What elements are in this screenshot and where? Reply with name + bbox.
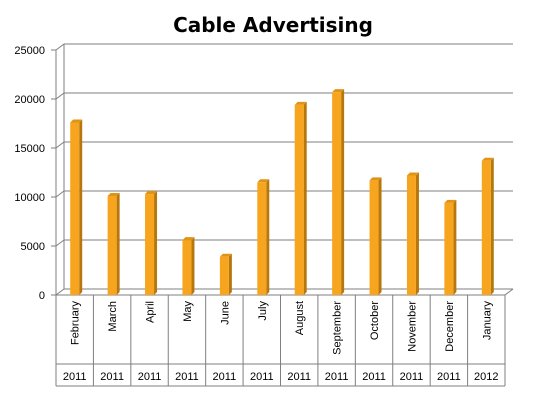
x-tick-label: June: [219, 301, 231, 325]
x-tick-label: March: [107, 301, 119, 332]
floor-right-edge: [504, 288, 514, 296]
bar: [219, 253, 232, 295]
bar-front: [107, 196, 117, 295]
bar-front: [406, 175, 416, 295]
year-label: 2011: [362, 371, 386, 383]
gridline-depth: [55, 92, 65, 100]
bar-top: [369, 177, 382, 181]
bar-side: [116, 193, 120, 295]
bar: [369, 177, 382, 295]
bar-front: [219, 256, 229, 295]
bar: [70, 119, 83, 296]
bar-top: [444, 199, 457, 203]
year-label: 2011: [400, 371, 424, 383]
gridline-depth: [55, 141, 65, 149]
year-label: 2011: [175, 371, 199, 383]
bar-front: [481, 160, 491, 295]
bar-top: [70, 119, 83, 123]
bar: [257, 179, 270, 295]
bar: [294, 101, 307, 295]
bar: [406, 172, 419, 295]
x-tick-label: October: [369, 301, 381, 340]
bar-side: [154, 191, 158, 295]
gridline-depth: [55, 43, 65, 51]
y-tick-label: 10000: [14, 192, 45, 204]
bar-top: [481, 157, 494, 161]
x-axis: February 2011 March 2011 April 2011 May 2011 Jun…: [55, 295, 506, 387]
bar-front: [182, 240, 192, 295]
year-label: 2011: [325, 371, 349, 383]
x-tick-label: February: [70, 301, 82, 346]
bar-top: [294, 101, 307, 105]
bar-side: [378, 177, 382, 295]
bar-top: [332, 89, 345, 93]
bar: [107, 193, 120, 295]
bar-side: [453, 199, 457, 295]
x-tick-label: January: [481, 301, 493, 341]
year-label: 2012: [474, 371, 498, 383]
bar-front: [332, 92, 342, 295]
bar-side: [303, 101, 307, 295]
year-label: 2011: [213, 371, 237, 383]
x-tick-label: August: [294, 301, 306, 335]
gridline-depth: [55, 239, 65, 247]
bars: [70, 89, 494, 296]
bar: [444, 199, 457, 295]
bar-top: [219, 253, 232, 257]
bar-front: [369, 180, 379, 295]
year-label: 2011: [63, 371, 87, 383]
bar-side: [341, 89, 345, 295]
year-label: 2011: [287, 371, 311, 383]
year-label: 2011: [250, 371, 274, 383]
bar: [145, 191, 158, 295]
bar-top: [145, 191, 158, 195]
bar-front: [444, 202, 454, 295]
gridline-depth: [55, 288, 65, 296]
y-tick-label: 5000: [21, 241, 45, 253]
bar-front: [294, 104, 304, 295]
bar-side: [490, 157, 494, 295]
y-tick-label: 25000: [14, 45, 45, 57]
bar-side: [191, 237, 195, 295]
x-tick-label: September: [332, 301, 344, 355]
bar-top: [406, 172, 419, 176]
bar: [481, 157, 494, 295]
bar-front: [257, 182, 267, 295]
bar-top: [182, 237, 195, 241]
x-tick-label: May: [182, 301, 194, 322]
x-tick-label: July: [257, 301, 269, 321]
year-label: 2011: [437, 371, 461, 383]
bar: [332, 89, 345, 295]
year-label: 2011: [100, 371, 124, 383]
x-tick-label: December: [444, 301, 456, 352]
gridline-depth: [55, 190, 65, 198]
y-tick-label: 15000: [14, 143, 45, 155]
x-tick-label: November: [406, 301, 418, 352]
bar-side: [266, 179, 270, 295]
bar-top: [257, 179, 270, 183]
bar-side: [79, 119, 83, 296]
bar-side: [415, 172, 419, 295]
bar-top: [107, 193, 120, 197]
bar-front: [145, 194, 155, 295]
bar-side: [228, 253, 232, 295]
y-tick-label: 0: [39, 290, 45, 302]
grid: [51, 43, 514, 296]
x-tick-label: April: [145, 301, 157, 323]
chart-title: Cable Advertising: [173, 13, 373, 37]
year-label: 2011: [138, 371, 162, 383]
bar-front: [70, 122, 80, 296]
y-tick-label: 20000: [14, 94, 45, 106]
bar: [182, 237, 195, 295]
y-axis-ticks: 25000 20000 15000 10000 5000 0: [14, 45, 45, 302]
